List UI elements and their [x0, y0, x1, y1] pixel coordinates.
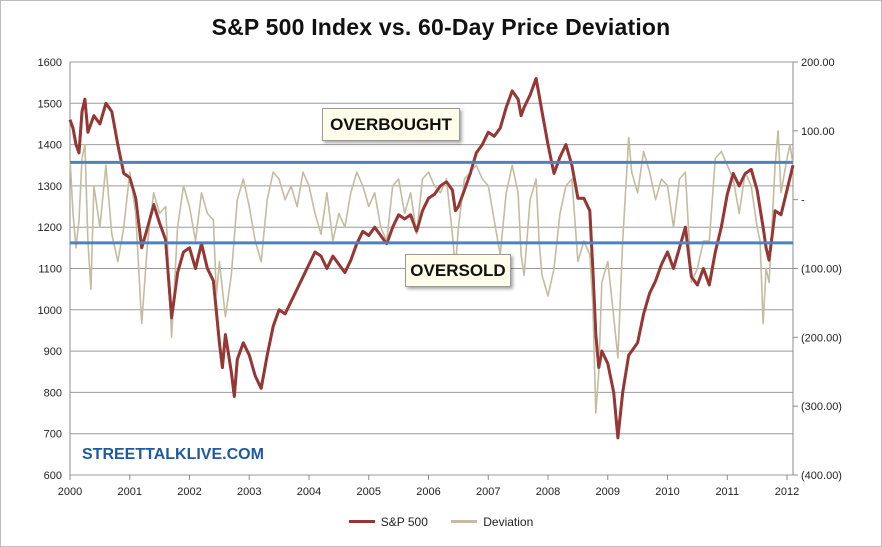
oversold-label: OVERSOLD [405, 254, 511, 287]
y-left-tick-label: 900 [44, 346, 62, 358]
x-tick-label: 2005 [357, 486, 381, 498]
legend-swatch-deviation [451, 520, 478, 523]
series-line-sp500-overlay [68, 77, 795, 440]
legend-label-sp500: S&P 500 [380, 514, 428, 529]
y-right-tick-label: 200.00 [801, 57, 835, 69]
y-left-tick-label: 1000 [38, 305, 62, 317]
y-left-tick-label: 1500 [38, 98, 62, 110]
y-left-tick-label: 700 [44, 429, 62, 441]
x-tick-label: 2006 [416, 486, 440, 498]
x-tick-label: 2012 [775, 486, 799, 498]
x-tick-label: 2004 [297, 486, 321, 498]
legend-item-deviation: Deviation [451, 515, 533, 529]
y-right-tick-label: (300.00) [801, 401, 842, 413]
x-tick-label: 2001 [118, 486, 142, 498]
y-right-tick-label: (400.00) [801, 470, 842, 482]
y-left-tick-label: 1600 [38, 57, 62, 69]
y-left-tick-label: 1100 [38, 264, 62, 276]
x-tick-label: 2003 [237, 486, 261, 498]
y-left-tick-label: 1400 [38, 140, 62, 152]
y-left-tick-label: 600 [44, 470, 62, 482]
y-right-tick-label: (100.00) [801, 264, 842, 276]
series-line-deviation [69, 130, 794, 414]
y-right-tick-label: (200.00) [801, 332, 842, 344]
legend: S&P 500 Deviation [0, 512, 882, 529]
y-left-tick-label: 1300 [38, 181, 62, 193]
legend-label-deviation: Deviation [483, 514, 534, 529]
watermark: STREETTALKLIVE.COM [82, 446, 264, 463]
x-tick-label: 2011 [715, 486, 739, 498]
chart-title: S&P 500 Index vs. 60-Day Price Deviation [211, 14, 671, 40]
y-left-tick-label: 1200 [38, 222, 62, 234]
x-tick-label: 2007 [476, 486, 500, 498]
y-left-tick-label: 800 [44, 387, 62, 399]
x-tick-label: 2000 [58, 486, 82, 498]
legend-item-sp500: S&P 500 [348, 514, 428, 529]
x-tick-label: 2009 [596, 486, 620, 498]
x-tick-label: 2010 [655, 486, 679, 498]
y-right-tick-label: 100.00 [801, 126, 835, 138]
legend-swatch-sp500 [348, 520, 375, 523]
x-tick-label: 2008 [536, 486, 560, 498]
overbought-label: OVERBOUGHT [322, 108, 460, 141]
x-tick-label: 2002 [177, 486, 201, 498]
y-right-tick-label: - [801, 195, 805, 207]
